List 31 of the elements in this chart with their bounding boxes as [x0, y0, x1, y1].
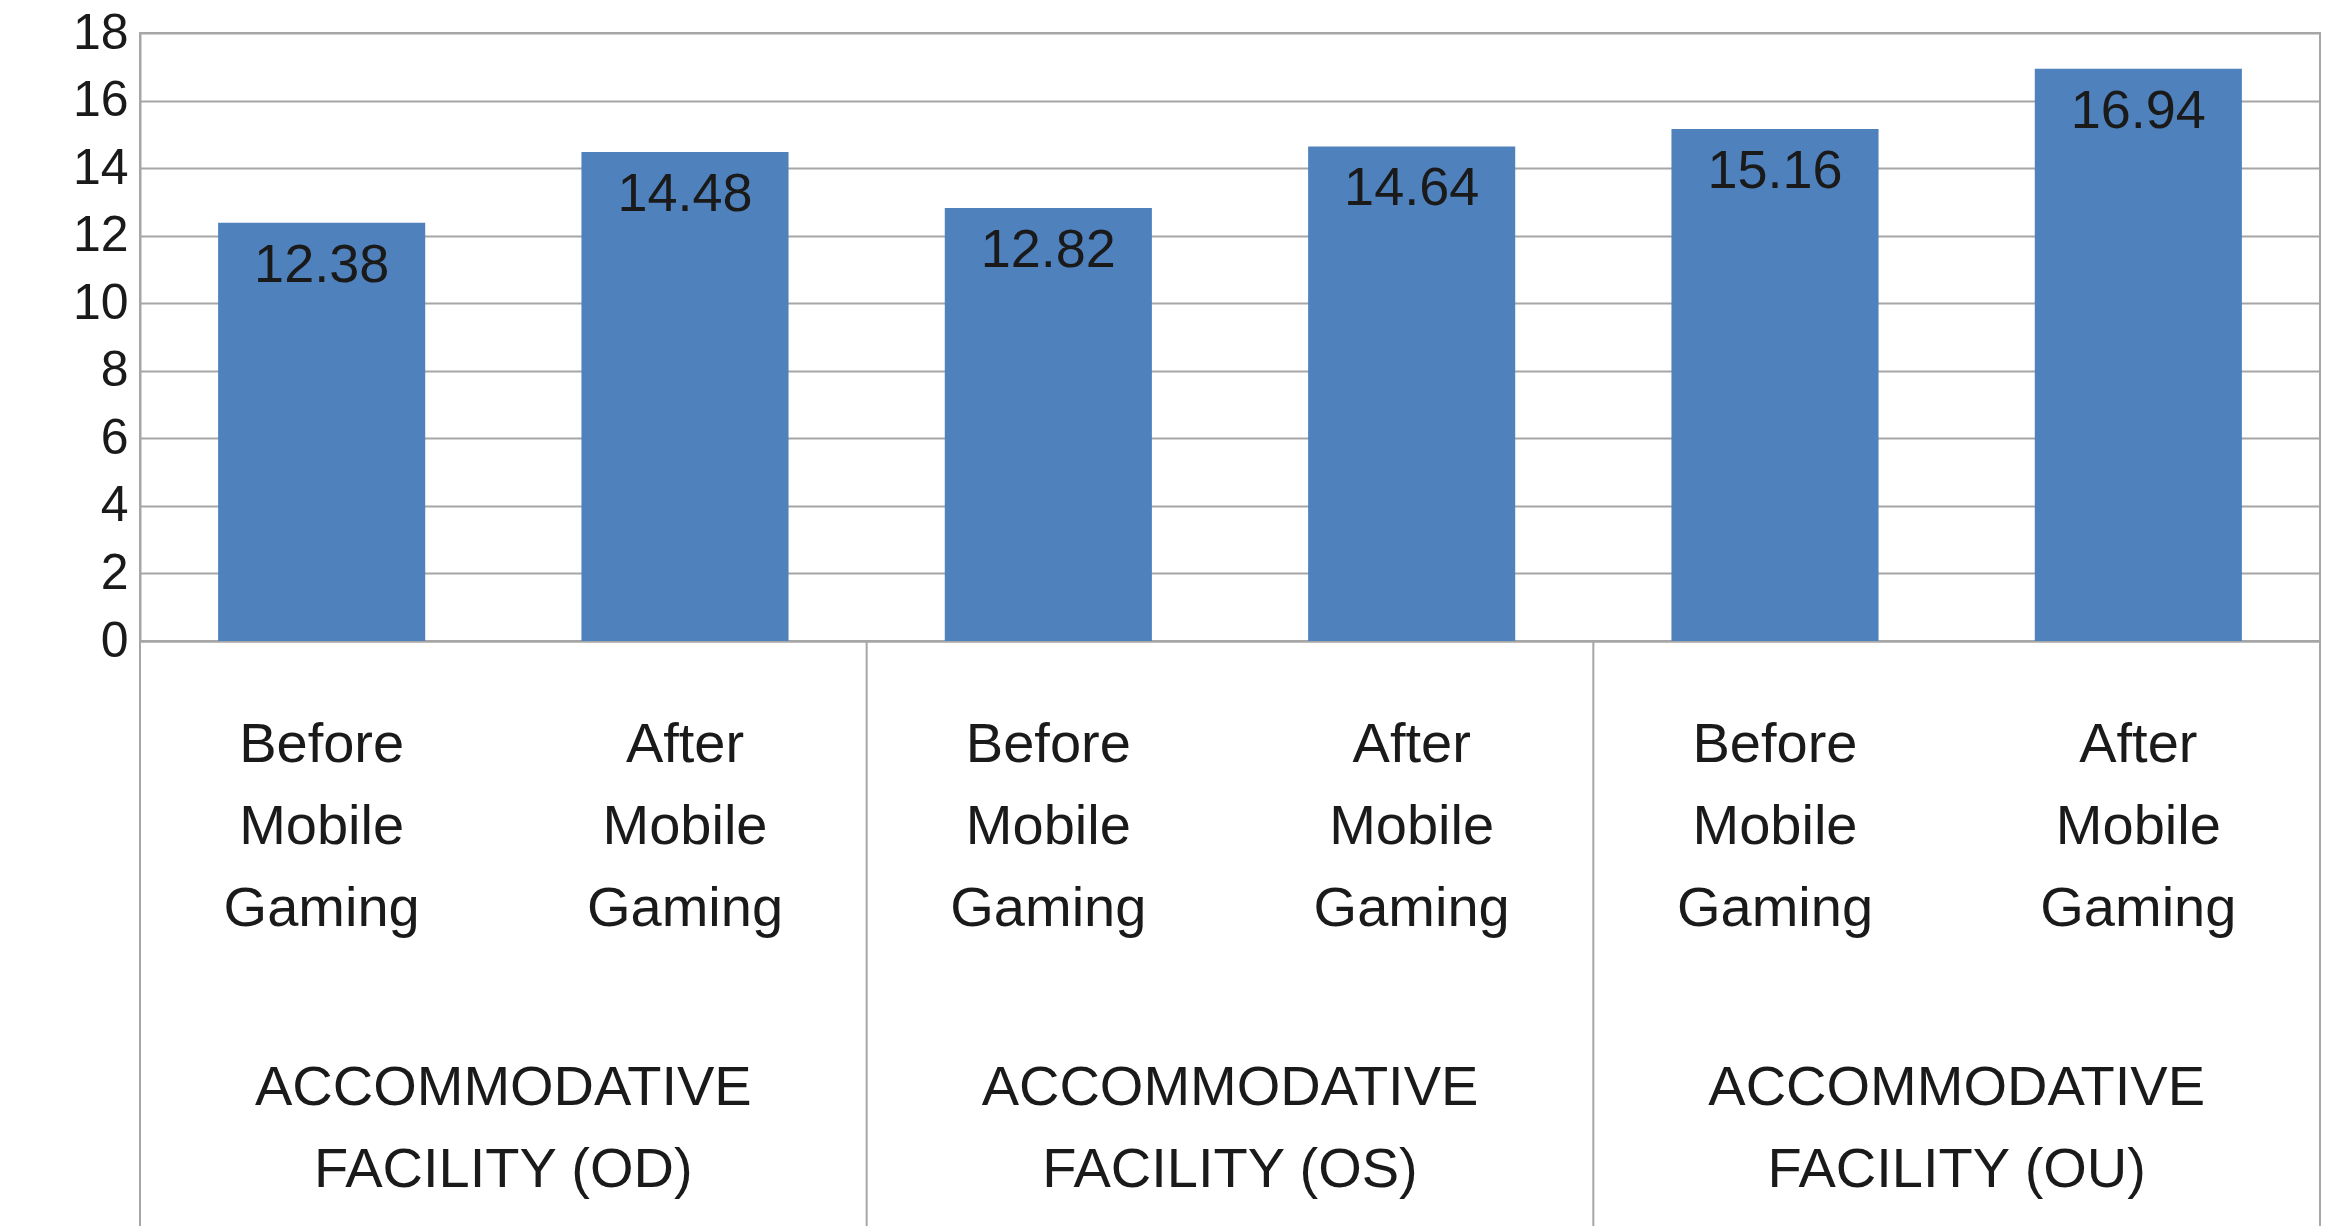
bar [1671, 128, 1879, 641]
data-label: 12.82 [980, 217, 1116, 278]
x-tick-label: Before Mobile Gaming [950, 710, 1147, 938]
bar [1308, 146, 1516, 641]
data-label: 12.38 [254, 232, 390, 293]
y-tick-label: 16 [72, 71, 129, 128]
text: ACCOMMODATIVE FACILITY (OD) [254, 1054, 752, 1199]
y-tick-label: 4 [100, 476, 129, 533]
bar [2034, 68, 2242, 641]
x-tick-label: Before Mobile Gaming [223, 710, 420, 938]
x-tick-label: After Mobile Gaming [2040, 710, 2237, 938]
y-tick-label: 18 [72, 3, 129, 60]
data-label: 15.16 [1707, 138, 1843, 199]
data-label: 14.48 [617, 161, 753, 222]
y-tick-label: 6 [100, 408, 129, 465]
bar [581, 151, 789, 641]
y-tick-label: 12 [72, 206, 129, 263]
data-label: 16.94 [2070, 78, 2206, 139]
bar [218, 222, 426, 641]
y-tick-label: 2 [100, 543, 129, 600]
data-label: 14.64 [1344, 156, 1480, 217]
y-tick-label: 10 [72, 273, 129, 330]
text: ACCOMMODATIVE FACILITY (OS) [981, 1054, 1479, 1199]
y-tick-label: 0 [100, 611, 129, 668]
text: ACCOMMODATIVE FACILITY (OU) [1708, 1054, 2206, 1199]
x-tick-label: After Mobile Gaming [586, 710, 784, 938]
x-tick-label: Before Mobile Gaming [1676, 710, 1874, 938]
x-tick-label: After Mobile Gaming [1313, 710, 1510, 938]
y-tick-label: 14 [72, 138, 129, 195]
y-tick-label: 8 [100, 341, 129, 398]
bar [944, 207, 1152, 641]
